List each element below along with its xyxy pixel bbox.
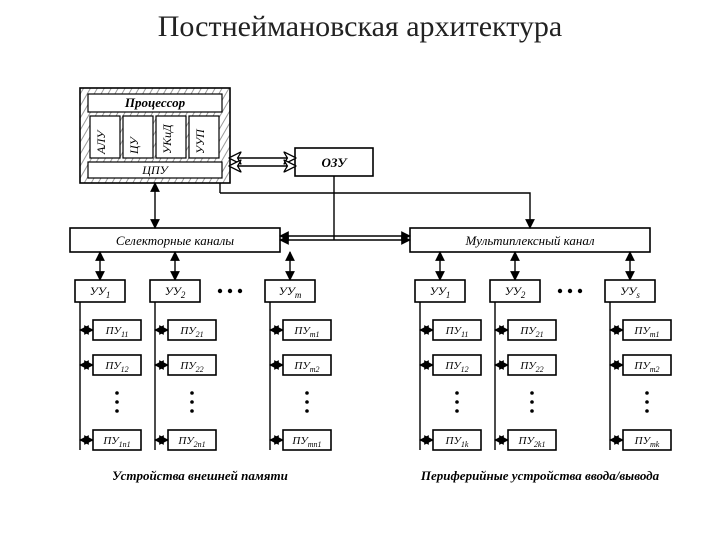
cpu-label: ЦПУ — [141, 163, 169, 177]
processor-block: Процессор АЛУ ЦУ УКиД УУП ЦПУ — [80, 88, 230, 183]
svg-text:АЛУ: АЛУ — [94, 129, 108, 155]
right-col-3: ПУm1 ПУm2 ПУmk — [610, 302, 671, 450]
left-branches — [100, 252, 290, 280]
selector-channel: Селекторные каналы — [70, 228, 280, 252]
left-col-1: ПУ11 ПУ12 ПУ1n1 — [80, 302, 141, 450]
architecture-diagram: Процессор АЛУ ЦУ УКиД УУП ЦПУ ОЗУ Селект… — [60, 80, 680, 510]
caption-left: Устройства внешней памяти — [112, 468, 288, 483]
left-uu-row: УУ1 УУ2 УУm — [75, 280, 315, 302]
left-col-3: ПУm1 ПУm2 ПУmn1 — [270, 302, 331, 450]
processor-title: Процессор — [124, 95, 186, 110]
left-col-2: ПУ21 ПУ22 ПУ2n1 — [155, 302, 216, 450]
right-col-2: ПУ21 ПУ22 ПУ2k1 — [495, 302, 556, 450]
right-col-1: ПУ11 ПУ12 ПУ1k — [420, 302, 481, 450]
svg-text:УКиД: УКиД — [160, 123, 174, 154]
arrow-ozu-channels — [280, 176, 410, 240]
arrow-cpu-multiplex — [220, 183, 530, 228]
page-title: Постнеймановская архитектура — [0, 10, 720, 43]
svg-text:ЦУ: ЦУ — [127, 135, 141, 155]
svg-text:Селекторные каналы: Селекторные каналы — [116, 233, 234, 248]
caption-right: Периферийные устройства ввода/вывода — [420, 468, 660, 483]
arrow-cpu-ozu — [230, 158, 295, 166]
svg-text:УУП: УУП — [193, 128, 207, 154]
multiplex-channel: Мультиплексный канал — [410, 228, 650, 252]
ozu-block: ОЗУ — [295, 148, 373, 176]
svg-text:Мультиплексный канал: Мультиплексный канал — [464, 233, 594, 248]
right-uu-row: УУ1 УУ2 УУs — [415, 280, 655, 302]
svg-text:ОЗУ: ОЗУ — [322, 155, 349, 170]
right-branches — [440, 252, 630, 280]
